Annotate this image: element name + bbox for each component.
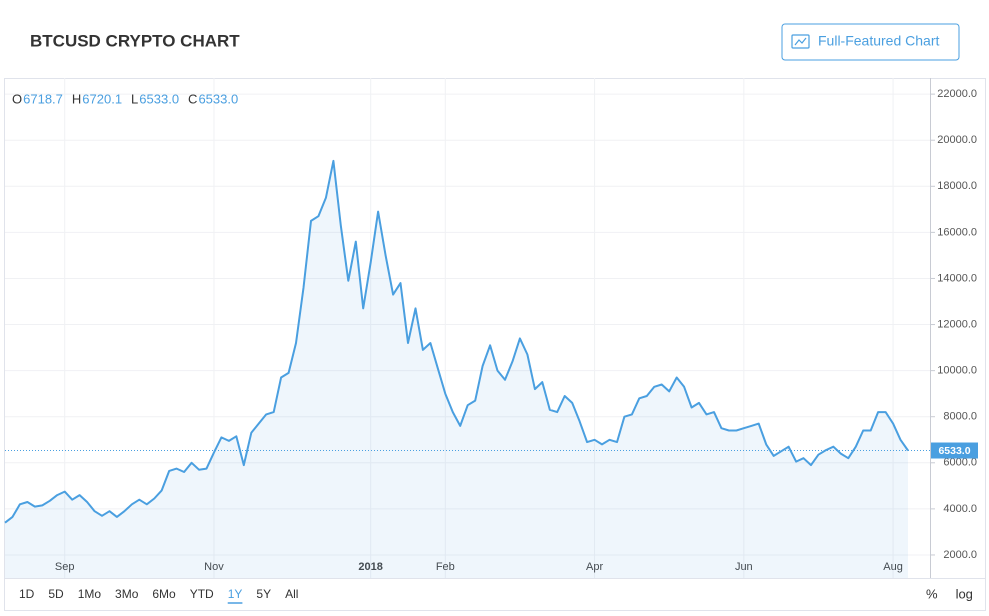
y-tick-label: 18000.0 [937,180,977,192]
ohlc-key: H [72,91,81,106]
button-icon-line[interactable] [794,37,807,46]
range-button[interactable]: 5D [48,587,64,601]
full-chart-button[interactable]: Full-Featured Chart [781,23,960,61]
y-tick-label: 2000.0 [943,549,977,561]
button-frame[interactable] [781,23,960,61]
x-tick-label: Aug [883,561,903,573]
y-tick-label: 10000.0 [937,365,977,377]
x-tick-label: Nov [204,561,224,573]
area [5,160,908,578]
ohlc-value: 6718.7 [23,91,63,106]
y-tick-label: 20000.0 [937,134,977,146]
button-icon[interactable] [791,34,810,49]
chart-frame [4,78,986,611]
price-line [4,159,909,524]
range-button[interactable]: All [285,587,298,601]
range-button[interactable]: 5Y [256,587,271,601]
ohlc-value: 6533.0 [198,91,238,106]
x-tick-label: 2018 [358,561,382,573]
last-price-label: 6533.0 [938,445,970,457]
range-button[interactable]: 3Mo [115,587,139,601]
ohlc-key: C [188,91,197,106]
range-button[interactable]: YTD [190,587,214,601]
y-tick-label: 12000.0 [937,318,977,330]
x-tick-label: Sep [55,561,75,573]
range-button[interactable]: 1Mo [78,587,102,601]
range-button[interactable]: 1Y [228,587,243,601]
y-tick-label: 4000.0 [943,503,977,515]
x-tick-label: Feb [436,561,455,573]
scale-option[interactable]: log [956,586,973,601]
ohlc-key: O [12,91,22,106]
y-tick-label: 16000.0 [937,226,977,238]
ohlc-value: 6533.0 [139,91,179,106]
x-tick-label: Apr [586,561,603,573]
scale-option[interactable]: % [926,586,938,601]
y-tick-label: 22000.0 [937,88,977,100]
y-tick-label: 6000.0 [943,457,977,469]
range-button[interactable]: 6Mo [152,587,176,601]
y-tick-label: 14000.0 [937,272,977,284]
ohlc-key: L [131,91,138,106]
last-price-box [931,442,978,459]
range-button[interactable]: 1D [19,587,35,601]
chart-title: BTCUSD CRYPTO CHART [30,31,240,50]
ohlc-value: 6720.1 [82,91,122,106]
x-tick-label: Jun [735,561,753,573]
y-tick-label: 8000.0 [943,411,977,423]
button-label[interactable]: Full-Featured Chart [818,33,939,49]
